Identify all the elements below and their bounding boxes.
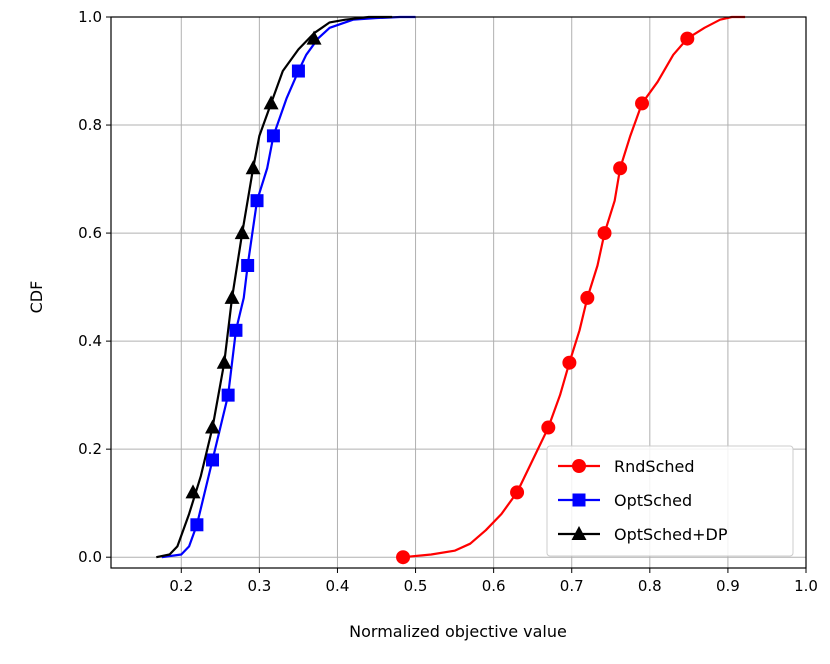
series-marker	[396, 550, 411, 565]
series-marker	[597, 226, 612, 241]
x-tick-label: 0.8	[638, 577, 662, 595]
legend-label: RndSched	[614, 457, 695, 476]
series-marker	[241, 258, 255, 272]
x-tick-label: 0.5	[404, 577, 428, 595]
series-marker	[541, 420, 556, 435]
series-marker	[291, 64, 305, 78]
series-marker	[224, 289, 240, 304]
series-marker	[562, 355, 577, 370]
series-marker	[190, 518, 204, 532]
series-marker	[580, 290, 595, 305]
legend-marker	[571, 526, 587, 540]
series-rndsched	[396, 15, 746, 565]
x-tick-label: 0.3	[247, 577, 271, 595]
y-tick-label: 0.6	[78, 224, 102, 242]
legend-label: OptSched	[614, 491, 692, 510]
series-marker	[206, 453, 220, 467]
y-tick-label: 1.0	[78, 8, 102, 26]
legend-label: OptSched+DP	[614, 525, 728, 544]
series-marker	[680, 31, 695, 46]
series-marker	[229, 323, 243, 337]
y-axis-title: CDF	[27, 281, 46, 314]
x-axis-title: Normalized objective value	[349, 622, 567, 641]
series-optsched	[161, 15, 416, 559]
y-tick-label: 0.0	[78, 548, 102, 566]
x-tick-label: 0.6	[482, 577, 506, 595]
series-marker	[635, 96, 650, 111]
y-tick-label: 0.2	[78, 440, 102, 458]
series-marker	[185, 484, 201, 499]
series-marker	[613, 161, 628, 176]
series-marker	[306, 30, 322, 45]
legend-marker	[572, 493, 586, 507]
plot-frame	[110, 16, 807, 569]
legend-marker	[572, 459, 586, 473]
series-marker	[245, 160, 261, 175]
series-marker	[234, 225, 250, 240]
series-optsched-dp	[156, 15, 393, 559]
series-marker	[250, 194, 264, 208]
legend: RndSched OptSched OptSched+DP	[546, 445, 794, 557]
series-layer	[156, 15, 746, 565]
legend-box	[546, 445, 794, 557]
series-marker	[266, 129, 280, 143]
series-marker	[510, 485, 525, 500]
series-marker	[216, 354, 232, 369]
y-tick-label: 0.4	[78, 332, 102, 350]
x-tick-label: 1.0	[794, 577, 818, 595]
series-marker	[221, 388, 235, 402]
series-marker	[205, 419, 221, 434]
x-tick-label: 0.7	[560, 577, 584, 595]
series-marker	[263, 95, 279, 110]
y-tick-label: 0.8	[78, 116, 102, 134]
x-tick-label: 0.2	[169, 577, 193, 595]
x-tick-label: 0.9	[716, 577, 740, 595]
ticks: 0.2 0.3 0.4 0.5 0.6 0.7 0.8 0.9 1.0 0.0 0.2 0.4 0.6 0…	[78, 8, 818, 595]
x-tick-label: 0.4	[326, 577, 350, 595]
